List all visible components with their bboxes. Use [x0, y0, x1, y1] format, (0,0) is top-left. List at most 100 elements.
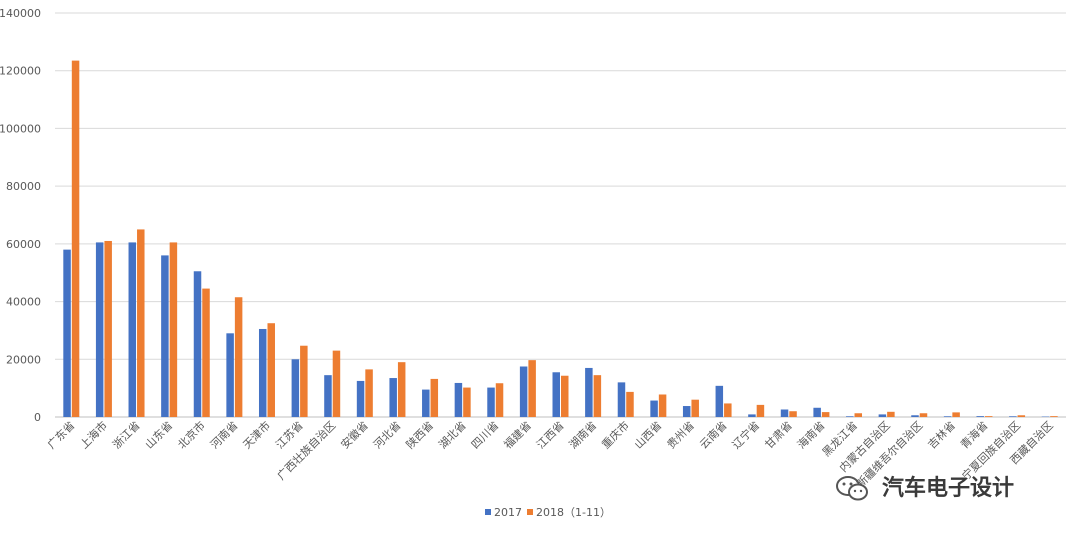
bar-series-2 [1017, 415, 1026, 417]
bar-series-2 [397, 362, 406, 417]
category-label: 安徽省 [338, 418, 371, 451]
bar-series-1 [226, 333, 234, 417]
bar-series-2 [952, 412, 960, 417]
category-label: 山东省 [143, 419, 176, 452]
category-label: 重庆市 [599, 418, 632, 451]
bar-series-1 [748, 414, 756, 417]
bar-series-2 [300, 345, 308, 417]
category-label: 上海市 [77, 418, 110, 451]
watermark-text: 汽车电子设计 [882, 475, 1014, 501]
bar-series-2 [984, 416, 993, 417]
bar-series-2 [202, 288, 210, 417]
bar-series-1 [552, 372, 560, 417]
y-tick-label: 40000 [6, 296, 41, 309]
category-label: 山西省 [632, 419, 665, 452]
bar-series-1 [63, 249, 71, 417]
bar-series-1 [911, 415, 919, 417]
category-label: 河北省 [371, 419, 404, 452]
legend[interactable]: 2017 2018（1-11） [485, 506, 611, 519]
category-label: 北京市 [175, 418, 208, 451]
bar-series-2 [137, 229, 145, 417]
category-label: 河南省 [208, 419, 241, 452]
bar-series-1 [715, 385, 724, 417]
category-label: 辽宁省 [729, 418, 762, 451]
watermark: 汽车电子设计 [836, 475, 1014, 501]
bar-series-1 [1009, 416, 1017, 417]
bar-series-2 [789, 411, 797, 417]
category-label: 陕西省 [403, 418, 436, 451]
bar-series-2 [71, 60, 80, 417]
gridlines [55, 12, 1066, 418]
legend-swatch [527, 509, 533, 515]
bar-series-1 [454, 382, 463, 417]
bar-series-1 [356, 380, 365, 417]
bar-series-2 [724, 403, 732, 417]
bar-series-2 [919, 413, 928, 417]
bar-series-2 [593, 375, 602, 417]
category-label: 湖北省 [436, 419, 469, 452]
category-label: 宁夏回族自治区 [959, 418, 1023, 482]
y-tick-label: 0 [34, 411, 41, 424]
bar-series-1 [943, 416, 952, 417]
bar-series-1 [161, 255, 169, 417]
category-label: 甘肃省 [762, 419, 795, 452]
y-tick-label: 140000 [0, 7, 41, 20]
bar-series-2 [365, 369, 373, 417]
bar-series-2 [561, 375, 569, 417]
category-label: 云南省 [697, 419, 730, 452]
bar-series-2 [104, 240, 112, 417]
bar-series-2 [169, 242, 178, 417]
bar-series-2 [658, 394, 667, 417]
bar-series-1 [291, 359, 300, 417]
legend-label[interactable]: 2017 [494, 506, 522, 519]
bar-series-1 [258, 328, 267, 417]
category-label: 广东省 [45, 419, 78, 452]
bar-series-1 [519, 366, 528, 417]
bar-series-2 [756, 404, 765, 417]
category-label: 天津市 [240, 418, 273, 451]
y-tick-label: 20000 [6, 353, 41, 366]
y-tick-label: 100000 [0, 122, 41, 135]
bar-series-1 [780, 409, 789, 417]
bar-series-2 [332, 350, 341, 417]
bar-series-1 [846, 416, 854, 417]
wechat-icon [836, 476, 868, 501]
bar-series-2 [495, 383, 504, 417]
bar-series-1 [95, 242, 104, 417]
bar-series-1 [617, 382, 626, 417]
bar-series-1 [650, 400, 658, 417]
category-label: 贵州省 [665, 419, 698, 452]
bar-series-2 [887, 411, 895, 417]
bar-series-1 [389, 378, 397, 417]
bar-series-2 [691, 399, 699, 417]
category-label: 湖南省 [567, 419, 600, 452]
bar-series-2 [626, 391, 634, 417]
bar-series-1 [585, 367, 593, 417]
category-label: 四川省 [469, 419, 502, 452]
bar-series-2 [267, 323, 275, 417]
bar-series-1 [878, 414, 887, 417]
bar-series-2 [234, 297, 243, 417]
category-label: 浙江省 [110, 419, 143, 452]
y-axis-tick-labels: 0 20000 40000 60000 80000 100000 120000 140000 [0, 7, 41, 424]
bar-series-1 [128, 242, 137, 417]
category-label: 吉林省 [925, 418, 958, 451]
bar-series-1 [682, 406, 691, 417]
bar-series-1 [487, 387, 495, 417]
y-tick-label: 120000 [0, 65, 41, 78]
bar-series-1 [422, 389, 430, 417]
bar-series-2 [821, 412, 830, 417]
bars [63, 60, 1058, 417]
y-tick-label: 80000 [6, 180, 41, 193]
category-label: 广西壮族自治区 [274, 418, 338, 482]
bar-series-1 [976, 416, 984, 417]
bar-series-2 [528, 360, 536, 417]
bar-series-2 [430, 378, 439, 417]
bar-series-1 [324, 375, 332, 417]
legend-swatch [485, 509, 491, 515]
y-tick-label: 60000 [6, 238, 41, 251]
legend-label[interactable]: 2018（1-11） [536, 506, 611, 519]
bar-series-2 [1050, 416, 1058, 417]
